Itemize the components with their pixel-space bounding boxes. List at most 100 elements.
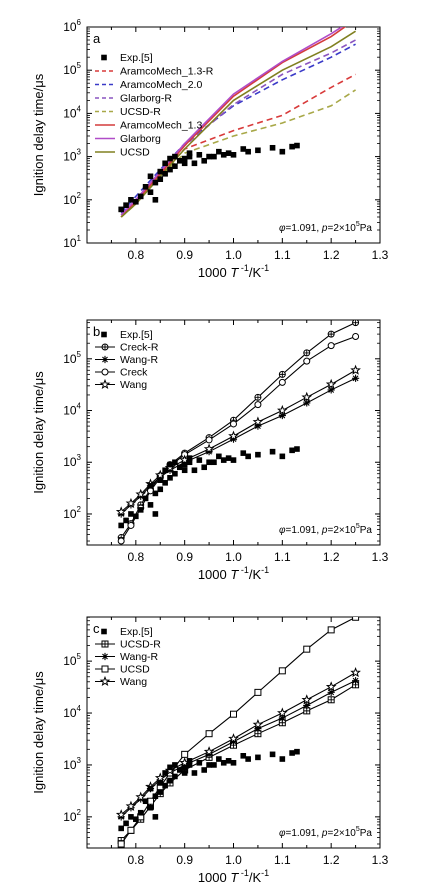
panel-a-exp-point <box>240 146 247 152</box>
panel-a-ylabel: Ignition delay time/μs <box>31 73 46 196</box>
panel-c-exp-point <box>201 767 207 773</box>
panel-c-legend-item-label: Exp.[5] <box>120 626 153 638</box>
panel-a-ytick-exp: 2 <box>77 191 82 200</box>
panel-b-exp-point <box>196 457 203 463</box>
panel-c-exp-point <box>289 750 295 756</box>
panel-b-exp-point <box>118 522 124 529</box>
panel-b-legend-item: Wang <box>95 378 147 391</box>
panel-b-cond-pa: Pa <box>360 525 373 536</box>
panel-c-series-wang-point <box>115 809 127 820</box>
panel-b-legend-item: Creck <box>95 367 148 379</box>
panel-b-series-wang-point <box>325 378 337 389</box>
panel-a-exp-point <box>181 155 188 162</box>
panel-c-exp-point <box>269 751 276 758</box>
panel-a-legend-item: Glarborg-R <box>95 93 172 105</box>
panel-b-exp-point <box>206 459 212 466</box>
panel-c-legend-item-marker <box>101 652 109 661</box>
panel-c-exp-point <box>181 770 188 776</box>
panel-b-series-creck-r-point-cross <box>303 349 310 356</box>
panel-c-ylabel: Ignition delay time/μs <box>31 671 46 794</box>
panel-c-xlabel-T: T <box>230 870 239 885</box>
panel-c-series-wang-point <box>277 707 288 718</box>
panel-a-legend-item: AramcoMech_1.3 <box>95 120 202 132</box>
panel-a-exp-point <box>289 143 295 150</box>
panel-c-exp-point <box>167 764 173 771</box>
panel-b-series-creck-point <box>327 342 335 350</box>
panel-c-experimental <box>118 748 300 832</box>
panel-b-ytick-label: 103 <box>63 453 81 469</box>
panel-a-exp-point <box>147 189 154 195</box>
panel-a-legend-item: UCSD-R <box>95 106 161 118</box>
panel-c-legend-item-marker <box>101 640 109 648</box>
panel-b-xlabel-unit-exp: -1 <box>261 565 269 575</box>
panel-c-series-wang-r-point <box>205 750 213 758</box>
panel-c-exp-point <box>157 789 164 795</box>
panel-b-cond-eq: =1.091, <box>286 525 322 536</box>
panel-c-exp-point <box>220 759 227 766</box>
panel-b-series-creck-point <box>117 537 125 545</box>
panel-b-exp-point <box>152 511 159 517</box>
panel-a-series-ucsd <box>120 30 357 218</box>
panel-c-series-wang-point <box>350 667 361 678</box>
panel-a-ytick-exp: 4 <box>77 104 82 113</box>
panel-a-ytick-label: 106 <box>63 18 81 34</box>
panel-c-series-wang-point <box>154 772 166 783</box>
panel-a-plot-area <box>118 27 357 218</box>
panel-a-exp-point <box>157 168 164 175</box>
panel-b-exp-point <box>230 457 237 463</box>
panel-b-series-creck-r-point-cross <box>352 320 359 326</box>
panel-c-exp-point <box>245 756 251 762</box>
panel-a-exp-point <box>245 148 251 155</box>
panel-b-exp-point <box>167 475 173 481</box>
panel-c-legend-item: Exp.[5] <box>101 626 153 638</box>
panel-b-series-creck-r-point <box>303 349 311 357</box>
panel-b-exp-point <box>167 461 173 468</box>
panel-c-exp-point <box>147 785 154 792</box>
panel-a-exp-point <box>172 163 178 169</box>
panel-b-series-wang-point <box>228 430 239 441</box>
panel-a: 0.8 0.9 1.0 1.1 1.2 1.3101102103104105106Igni… <box>31 18 389 280</box>
panel-b-series-wang-r-point <box>229 435 238 443</box>
panel-c-series-wang-point <box>325 681 337 692</box>
panel-b-exp-point <box>123 517 129 524</box>
panel-c-ytick-base: 10 <box>63 706 77 720</box>
panel-a-legend-item-marker <box>101 54 107 61</box>
panel-a-exp-point <box>186 150 193 156</box>
panel-b-series-wang-point <box>115 506 127 517</box>
panel-a-series-ucsd-line <box>120 30 357 218</box>
panel-b-ytick-base: 10 <box>63 507 77 521</box>
panel-b-xtick-label: 1.0 <box>225 550 242 564</box>
panel-a-legend-item-label: AramcoMech_1.3-R <box>120 66 214 78</box>
panel-a-cond-p-exp: 5 <box>356 221 360 228</box>
panel-b-legend-item-label: Creck <box>120 367 148 379</box>
panel-a-ytick-exp: 5 <box>77 61 82 70</box>
panel-a-xlabel-main: 1000 <box>198 265 231 280</box>
panel-b-series-creck-r-point <box>278 370 286 378</box>
panel-a-ytick-exp: 6 <box>77 18 82 27</box>
panel-c-exp-point <box>152 793 159 799</box>
panel-c-cond-p-exp: 5 <box>356 826 360 833</box>
panel-b-series-creck-point <box>352 332 360 340</box>
panel-b-legend-item-label: Creck-R <box>120 342 159 354</box>
panel-a-ytick-base: 10 <box>63 20 77 34</box>
panel-b-series-creck-line <box>120 335 356 542</box>
panel-c-series-ucsd-point <box>117 840 125 848</box>
panel-c-series-wang-point <box>301 694 313 705</box>
panel-c-exp-point <box>128 814 134 820</box>
panel-b-series-creck-point <box>230 420 237 428</box>
panel-c-xtick-label: 1.0 <box>225 853 242 867</box>
panel-b-exp-point <box>294 446 300 452</box>
panel-b-xlabel-unit: /K <box>249 567 262 582</box>
panel-a-series-aramcomech-1-3-r-line <box>120 73 356 218</box>
panel-a-series-aramcomech-1-3-line <box>120 27 347 218</box>
panel-c-xlabel-unit-exp: -1 <box>261 868 269 878</box>
panel-b-legend-item-marker <box>101 368 109 376</box>
panel-a-xtick-label: 0.8 <box>127 248 144 262</box>
panel-c-series-ucsd-r-point <box>327 696 335 704</box>
panel-c-legend-item-marker <box>101 628 107 635</box>
panel-b-exp-point <box>240 450 247 456</box>
panel-a-exp-point <box>137 193 144 200</box>
panel-b-exp-point <box>162 467 168 474</box>
panel-c-legend-item-label: Wang-R <box>120 651 159 663</box>
